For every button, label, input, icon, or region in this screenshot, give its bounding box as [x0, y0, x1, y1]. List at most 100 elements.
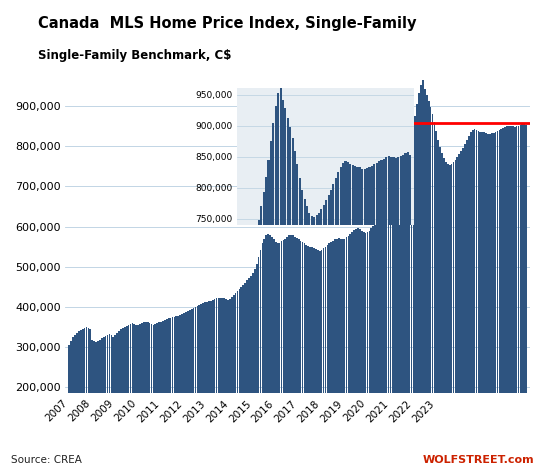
Bar [246, 280, 248, 467]
Bar [510, 126, 512, 467]
Bar [95, 342, 97, 467]
Bar [313, 248, 315, 467]
Bar [210, 300, 211, 467]
Bar [145, 322, 147, 467]
Bar [480, 132, 481, 467]
Bar [169, 318, 172, 467]
Bar [298, 240, 300, 467]
Bar [344, 239, 346, 467]
Bar [445, 162, 447, 467]
Bar [413, 128, 414, 467]
Bar [156, 323, 158, 467]
Bar [416, 104, 418, 467]
Bar [271, 237, 273, 467]
Bar [359, 229, 361, 467]
Bar [476, 130, 477, 467]
Bar [134, 324, 135, 467]
Bar [221, 298, 223, 467]
Bar [99, 340, 101, 467]
Bar [154, 324, 156, 467]
Bar [278, 242, 281, 467]
Bar [183, 313, 185, 467]
Bar [284, 239, 286, 467]
Bar [426, 95, 428, 467]
Bar [390, 209, 391, 467]
Bar [139, 324, 141, 467]
Bar [348, 236, 349, 467]
Bar [185, 312, 187, 467]
Bar [111, 335, 112, 467]
Bar [420, 85, 422, 467]
Bar [321, 250, 323, 467]
Bar [477, 131, 479, 467]
Bar [240, 287, 242, 467]
Bar [86, 327, 87, 467]
Bar [403, 175, 405, 467]
Bar [439, 147, 441, 467]
Bar [201, 304, 202, 467]
Bar [114, 335, 116, 467]
Bar [455, 160, 456, 467]
Bar [449, 165, 451, 467]
Bar [489, 134, 490, 467]
Bar [286, 237, 288, 467]
Bar [265, 235, 267, 467]
Bar [430, 106, 432, 467]
Bar [485, 133, 487, 467]
Text: WOLFSTREET.com: WOLFSTREET.com [422, 455, 534, 465]
Bar [141, 323, 143, 467]
Bar [76, 333, 78, 467]
Bar [214, 299, 215, 467]
Bar [82, 329, 83, 467]
Bar [72, 337, 74, 467]
Bar [386, 211, 387, 467]
Bar [434, 122, 435, 467]
Bar [84, 328, 86, 467]
Bar [108, 334, 110, 467]
Bar [474, 129, 475, 467]
Bar [349, 234, 351, 467]
Bar [275, 242, 277, 467]
Bar [523, 123, 525, 467]
Bar [101, 338, 102, 467]
Bar [518, 126, 519, 467]
Bar [466, 140, 468, 467]
Bar [195, 307, 196, 467]
Bar [281, 241, 282, 467]
Bar [233, 295, 234, 467]
Bar [451, 164, 452, 467]
Bar [120, 329, 122, 467]
Bar [147, 322, 149, 467]
Bar [153, 325, 154, 467]
Bar [223, 298, 225, 467]
Bar [189, 310, 191, 467]
Bar [288, 235, 290, 467]
Bar [178, 316, 179, 467]
Bar [443, 158, 445, 467]
Bar [92, 340, 93, 467]
Bar [395, 200, 397, 467]
Bar [458, 154, 460, 467]
Bar [70, 341, 72, 467]
Bar [294, 237, 296, 467]
Bar [282, 240, 284, 467]
Bar [399, 189, 401, 467]
Bar [191, 309, 192, 467]
Bar [329, 243, 330, 467]
Bar [128, 325, 129, 467]
Bar [143, 322, 145, 467]
Bar [126, 326, 128, 467]
Bar [401, 182, 403, 467]
Bar [135, 325, 137, 467]
Bar [168, 318, 169, 467]
Bar [198, 304, 200, 467]
Bar [277, 243, 278, 467]
Bar [310, 247, 311, 467]
Bar [235, 293, 237, 467]
Bar [216, 298, 217, 467]
Bar [69, 345, 70, 467]
Text: Source: CREA: Source: CREA [11, 455, 82, 465]
Bar [500, 129, 502, 467]
Bar [405, 167, 407, 467]
Bar [80, 330, 82, 467]
